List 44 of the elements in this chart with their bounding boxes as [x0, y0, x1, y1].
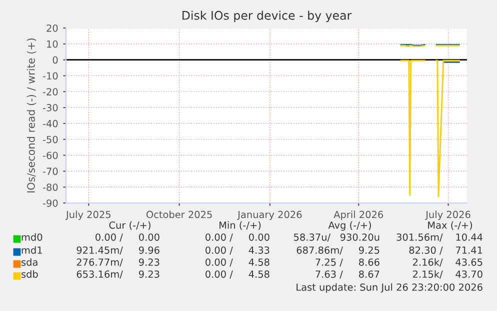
text: Avg (-/+)	[328, 221, 371, 231]
text: Last update: Sun Jul 26 23:20:00 2026	[296, 283, 482, 293]
text: 7.63 / 8.67	[316, 270, 380, 279]
legend-label: md1	[22, 246, 42, 254]
y-axis-title: IOs/second read (-) / write (+)	[26, 38, 36, 192]
y-tick-label: -10	[42, 72, 58, 80]
text: 82.30 / 71.41	[409, 246, 482, 255]
y-tick-label: -90	[42, 199, 58, 207]
y-tick-label: -60	[42, 152, 58, 160]
text: 0.00 / 4.58	[206, 270, 270, 279]
text: 0.00 / 4.33	[206, 246, 270, 255]
text: Max (-/+)	[428, 221, 472, 230]
y-tick-label: 0	[52, 56, 58, 64]
text: Cur (-/+)	[109, 221, 150, 230]
text: 58.37u/ 930.20u	[294, 233, 380, 242]
y-tick-label: -50	[42, 136, 58, 144]
x-tick-label: January 2026	[237, 210, 302, 220]
x-tick-label: April 2026	[334, 210, 384, 220]
y-tick-label: -80	[42, 184, 58, 191]
text: 0.00 / 4.58	[206, 258, 270, 267]
y-tick-label: -40	[42, 120, 58, 128]
text: 276.77m/ 9.23	[76, 258, 160, 267]
y-tick-label: -20	[42, 88, 58, 96]
text: 687.86m/ 9.25	[296, 246, 380, 255]
text: 653.16m/ 9.23	[76, 270, 160, 279]
legend-label: sdb	[22, 270, 38, 278]
text: 0.00 / 0.00	[206, 233, 270, 242]
text: 921.45m/ 9.96	[76, 246, 160, 255]
x-tick-label: July 2026	[425, 210, 470, 220]
text: 301.56m/ 10.44	[396, 233, 482, 242]
text: 0.00 / 0.00	[96, 233, 160, 242]
y-tick-label: -70	[42, 168, 58, 176]
text: 2.16k/ 43.65	[412, 258, 482, 267]
y-tick-label: -30	[42, 104, 58, 112]
text: 7.25 / 8.66	[316, 258, 380, 267]
chart-title: Disk IOs per device - by year	[182, 10, 352, 22]
text: Min (-/+)	[220, 221, 261, 230]
y-tick-label: 20	[46, 24, 58, 32]
x-tick-label: July 2025	[66, 210, 110, 220]
legend-label: sda	[22, 258, 38, 266]
y-tick-label: 10	[47, 40, 58, 48]
x-tick-label: October 2025	[146, 210, 212, 218]
legend-label: md0	[22, 233, 42, 241]
text: 2.15k/ 43.70	[412, 270, 482, 279]
